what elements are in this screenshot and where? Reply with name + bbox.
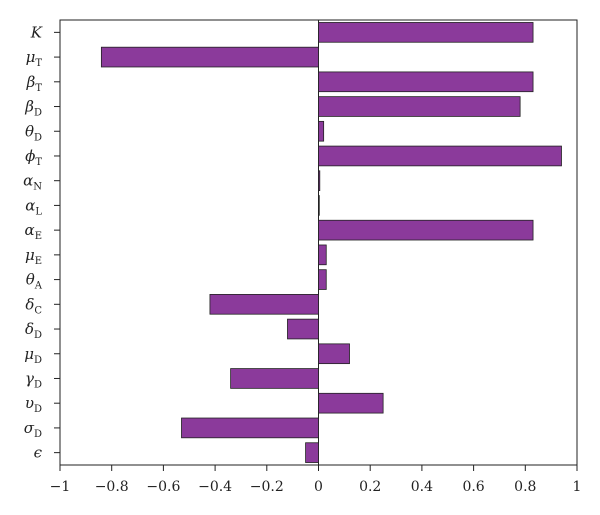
bar bbox=[230, 368, 319, 389]
category-label: βT bbox=[26, 73, 43, 94]
category-labels-group: KμT βT βD θD ϕT αN αL αE μE θA δC δD μD γD υD σD ϵ bbox=[23, 23, 60, 462]
category-label: αL bbox=[25, 196, 42, 217]
category-label: θA bbox=[26, 271, 43, 292]
x-tick-label: −0.6 bbox=[146, 479, 180, 495]
x-tick-label: −0.4 bbox=[198, 479, 232, 495]
bar bbox=[318, 219, 534, 241]
bar bbox=[181, 417, 319, 439]
bar bbox=[100, 46, 319, 68]
bar bbox=[318, 269, 327, 290]
category-label: ϕT bbox=[25, 147, 42, 168]
bar bbox=[318, 244, 327, 266]
category-label: δC bbox=[25, 295, 42, 316]
bar bbox=[318, 170, 321, 191]
category-label: θD bbox=[25, 122, 42, 143]
category-label: γD bbox=[25, 369, 42, 390]
x-tick-label: −1 bbox=[50, 479, 71, 495]
bar bbox=[209, 294, 319, 315]
bar bbox=[318, 120, 325, 142]
bar bbox=[318, 195, 320, 216]
bar bbox=[318, 71, 534, 93]
category-label: δD bbox=[25, 320, 42, 341]
bar bbox=[318, 343, 350, 365]
x-tick-label: 0.6 bbox=[462, 479, 484, 495]
bars-group bbox=[100, 22, 562, 463]
bar bbox=[287, 318, 319, 340]
category-label: μD bbox=[24, 345, 42, 366]
bar bbox=[318, 145, 562, 167]
category-label: μE bbox=[25, 246, 42, 267]
x-tick-label: 1 bbox=[573, 479, 582, 495]
x-tick-label: 0.2 bbox=[359, 479, 381, 495]
x-tick-label: −0.8 bbox=[95, 479, 129, 495]
category-label: αN bbox=[23, 172, 42, 193]
bar bbox=[318, 22, 534, 43]
bar bbox=[318, 392, 384, 414]
x-tick-label: −0.2 bbox=[250, 479, 284, 495]
bar bbox=[318, 96, 521, 117]
category-label: ϵ bbox=[34, 444, 43, 462]
category-label: αE bbox=[25, 221, 42, 242]
x-tick-label: 0 bbox=[314, 479, 323, 495]
category-label: σD bbox=[24, 419, 42, 440]
category-label: βD bbox=[24, 98, 42, 119]
bar bbox=[305, 442, 319, 463]
category-label: υD bbox=[25, 394, 42, 415]
x-tick-label: 0.4 bbox=[411, 479, 433, 495]
category-label: μT bbox=[26, 48, 43, 69]
category-label: K bbox=[30, 23, 43, 41]
x-ticks-group: −1 −0.8 −0.6 −0.4 −0.2 0 0.2 0.4 0.6 0.8 1 bbox=[50, 465, 582, 495]
x-tick-label: 0.8 bbox=[514, 479, 536, 495]
